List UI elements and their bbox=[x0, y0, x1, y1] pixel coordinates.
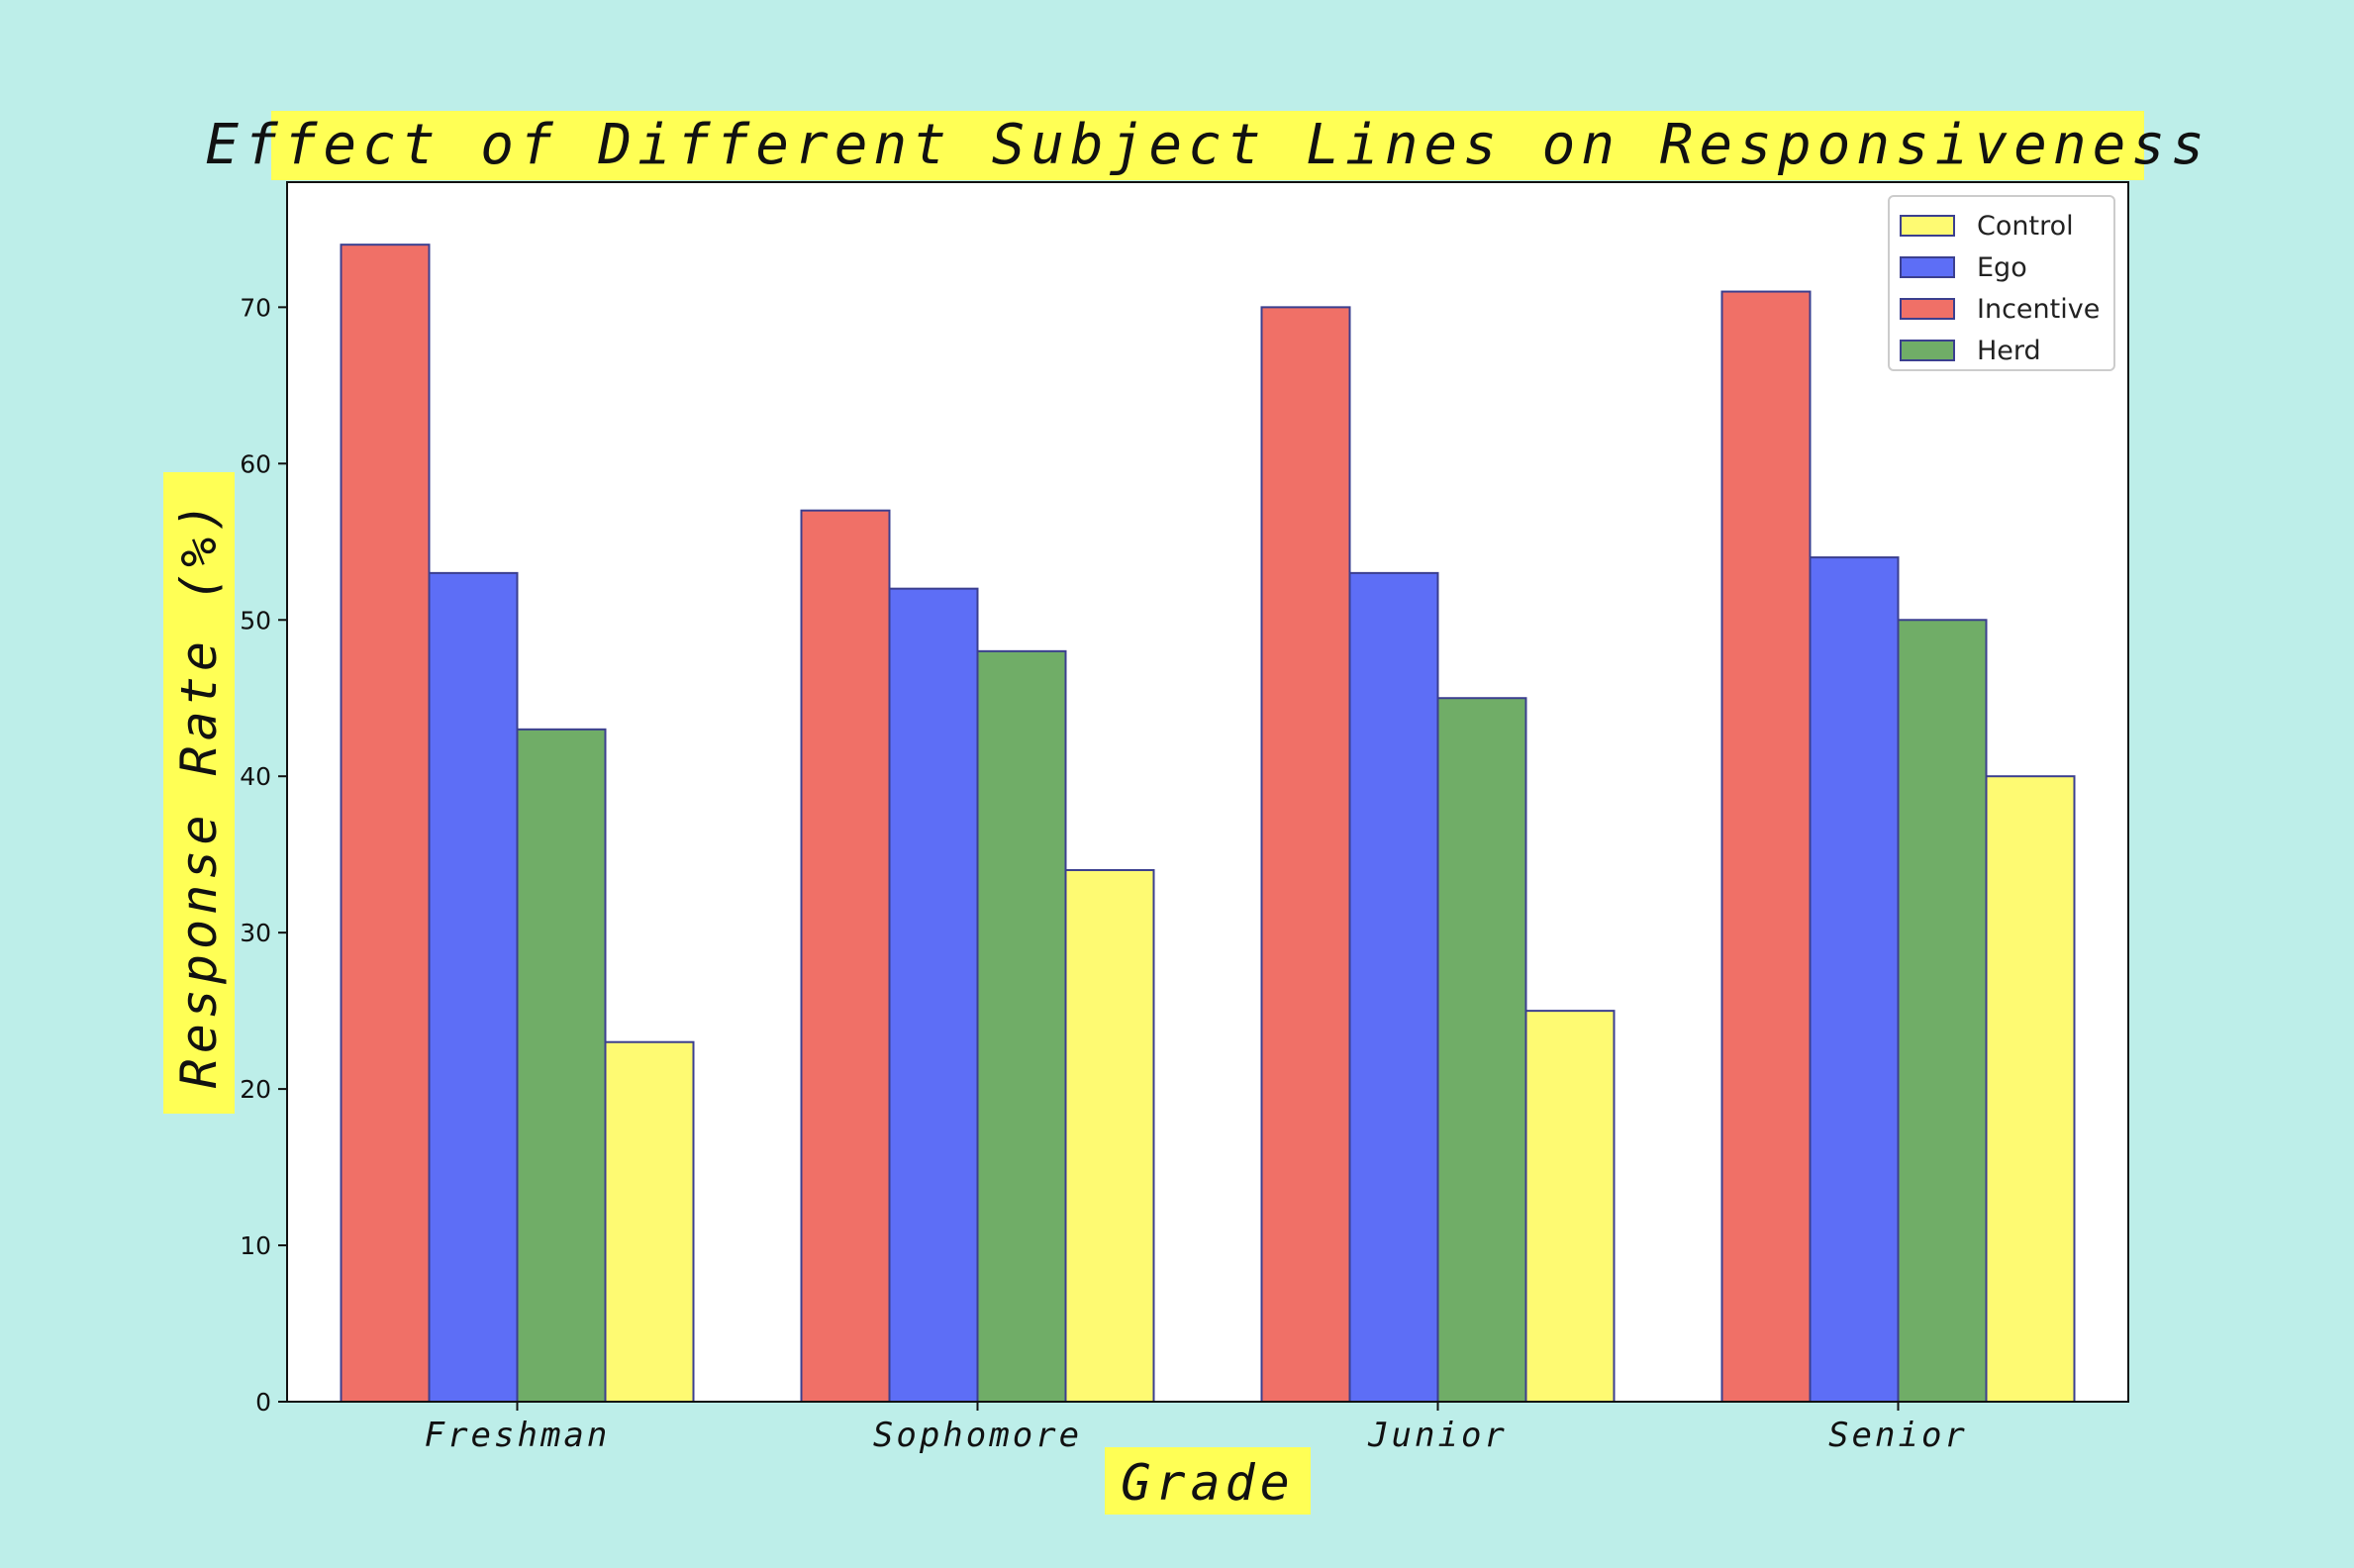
x-tick-label-sophomore: Sophomore bbox=[873, 1416, 1082, 1455]
y-tick-label: 0 bbox=[255, 1388, 271, 1417]
legend-label-control: Control bbox=[1977, 211, 2074, 242]
x-tick-label-junior: Junior bbox=[1367, 1416, 1508, 1455]
bar-incentive-sophomore bbox=[800, 509, 891, 1403]
y-tick-label: 20 bbox=[240, 1075, 271, 1104]
y-tick-label: 60 bbox=[240, 449, 271, 478]
x-axis-label-highlight bbox=[1105, 1447, 1311, 1515]
bar-herd-junior bbox=[1436, 697, 1527, 1403]
legend-box bbox=[1888, 195, 2115, 371]
bar-ego-freshman bbox=[428, 571, 519, 1403]
bar-incentive-junior bbox=[1260, 306, 1351, 1403]
x-axis-label: Grade bbox=[1121, 1454, 1295, 1512]
y-axis-label-highlight bbox=[163, 472, 235, 1114]
bar-herd-sophomore bbox=[976, 649, 1067, 1403]
bar-control-freshman bbox=[604, 1040, 695, 1403]
bars-group bbox=[340, 244, 2076, 1404]
y-tick-label: 70 bbox=[240, 293, 271, 322]
legend-label-herd: Herd bbox=[1977, 336, 2041, 366]
y-axis: 0 10 20 30 40 50 60 70 bbox=[240, 182, 288, 1417]
legend-swatch-control bbox=[1900, 215, 1955, 237]
bar-incentive-senior bbox=[1720, 290, 1812, 1404]
legend: Control Ego Incentive Herd bbox=[1888, 195, 2115, 371]
bar-ego-sophomore bbox=[888, 587, 979, 1403]
x-tick-label-senior: Senior bbox=[1828, 1416, 1968, 1455]
x-tick-label-freshman: Freshman bbox=[425, 1416, 611, 1455]
legend-label-ego: Ego bbox=[1977, 252, 2027, 283]
bar-herd-freshman bbox=[516, 728, 607, 1403]
legend-swatch-incentive bbox=[1900, 298, 1955, 320]
y-tick-label: 40 bbox=[240, 762, 271, 791]
x-axis: Freshman Sophomore Junior Senior bbox=[287, 1401, 2128, 1455]
y-axis-label: Response Rate (%) bbox=[170, 498, 228, 1089]
bar-herd-senior bbox=[1897, 619, 1988, 1403]
bar-control-senior bbox=[1985, 775, 2076, 1403]
y-tick-label: 50 bbox=[240, 606, 271, 635]
y-tick-label: 10 bbox=[240, 1231, 271, 1260]
bar-control-sophomore bbox=[1064, 868, 1155, 1403]
legend-label-incentive: Incentive bbox=[1977, 294, 2100, 325]
y-tick-label: 30 bbox=[240, 919, 271, 947]
bar-ego-senior bbox=[1809, 556, 1900, 1403]
title-highlight bbox=[271, 111, 2144, 180]
bar-incentive-freshman bbox=[340, 244, 431, 1404]
legend-swatch-herd bbox=[1900, 340, 1955, 361]
bar-ego-junior bbox=[1348, 571, 1439, 1403]
chart-title: Effect of Different Subject Lines on Res… bbox=[205, 113, 2209, 177]
bar-control-junior bbox=[1524, 1010, 1616, 1404]
legend-swatch-ego bbox=[1900, 256, 1955, 278]
